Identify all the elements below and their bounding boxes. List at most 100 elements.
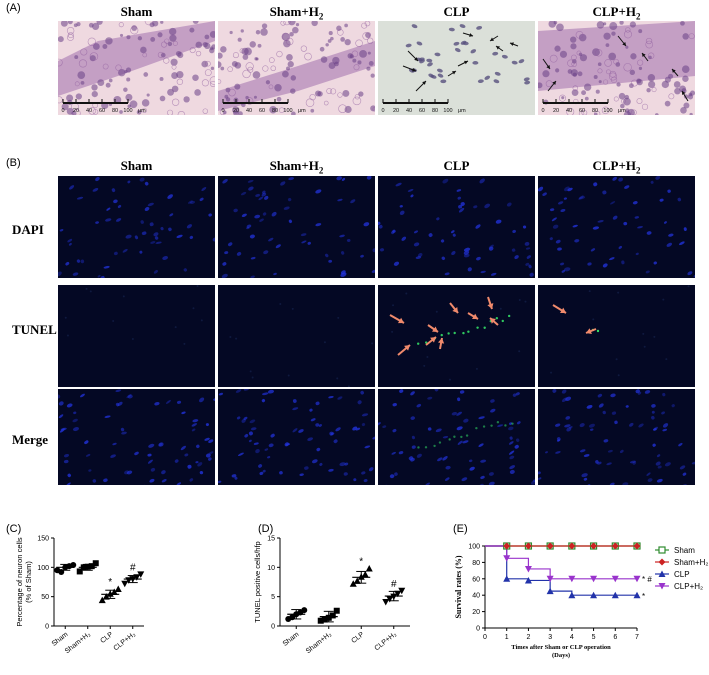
panel-b-title-sham: Sham bbox=[120, 158, 153, 173]
y-tick-label: 150 bbox=[37, 536, 49, 543]
x-axis-label-units: (Days) bbox=[552, 652, 570, 659]
panel-b-label: (B) bbox=[6, 157, 21, 169]
data-point bbox=[568, 575, 576, 583]
y-tick-label: 15 bbox=[267, 536, 275, 543]
data-point bbox=[386, 596, 394, 603]
scalebar-unit: μm bbox=[298, 108, 306, 114]
significance-mark: * bbox=[108, 577, 112, 588]
scalebar-tick-label: 0 bbox=[61, 108, 64, 114]
series-line bbox=[485, 545, 637, 580]
fluor-image-r2-c2 bbox=[218, 285, 375, 387]
y-axis-label: (% of Sham) bbox=[24, 561, 33, 603]
tunel-positive-chart: 0 5 10 15 TUNEL positive cells/hfp Sham Sham+H… bbox=[253, 536, 410, 655]
row-label-dapi: DAPI bbox=[12, 222, 44, 237]
data-point bbox=[590, 575, 598, 583]
scalebar-tick-label: 40 bbox=[86, 108, 92, 114]
data-point bbox=[658, 570, 666, 577]
data-point bbox=[658, 583, 666, 590]
row-label-tunel: TUNEL bbox=[12, 322, 57, 337]
panel-b-title-sham-h2: Sham+H2 bbox=[269, 158, 324, 176]
x-tick-label: 7 bbox=[635, 634, 639, 641]
data-point bbox=[353, 577, 361, 584]
y-tick-label: 60 bbox=[472, 576, 480, 583]
significance-mark: * # bbox=[642, 575, 652, 584]
data-point bbox=[524, 542, 532, 550]
he-image-2: 0 20 40 60 80 100 μm bbox=[218, 21, 375, 115]
y-axis-label: Survival rates (%) bbox=[454, 555, 463, 618]
panel-a-title-clp-h2: CLP+H2 bbox=[592, 4, 641, 22]
data-point bbox=[137, 571, 145, 578]
panel-a-label: (A) bbox=[6, 2, 21, 14]
y-tick-label: 0 bbox=[476, 626, 480, 633]
series-line bbox=[485, 545, 637, 596]
y-tick-label: 100 bbox=[37, 565, 49, 572]
scalebar-tick-label: 40 bbox=[246, 108, 252, 114]
data-point bbox=[546, 587, 554, 595]
he-image-4: 0 20 40 60 80 100 μm bbox=[538, 21, 695, 115]
scalebar-tick-label: 80 bbox=[272, 108, 278, 114]
x-tick-label: 2 bbox=[526, 634, 530, 641]
scalebar-tick-label: 40 bbox=[566, 108, 572, 114]
data-point bbox=[365, 565, 373, 572]
scalebar-tick-label: 20 bbox=[553, 108, 559, 114]
y-tick-label: 80 bbox=[472, 560, 480, 567]
fluor-image-r3-c2 bbox=[218, 389, 375, 485]
neuron-percentage-chart: 0 50 100 150 Percentage of neuron cells (% of… bbox=[15, 536, 145, 655]
x-tick-label: CLP bbox=[350, 631, 365, 645]
scalebar-unit: μm bbox=[138, 108, 146, 114]
data-point bbox=[590, 591, 598, 599]
scalebar-tick-label: 20 bbox=[393, 108, 399, 114]
fluor-image-r2-c3 bbox=[378, 285, 535, 387]
panel-a-title-clp: CLP bbox=[443, 4, 470, 19]
x-tick-label: 3 bbox=[548, 634, 552, 641]
x-tick-label: Sham bbox=[51, 631, 70, 648]
scalebar-tick-label: 0 bbox=[541, 108, 544, 114]
fluor-image-r3-c4 bbox=[538, 389, 695, 485]
x-tick-label: Sham+H₂ bbox=[64, 631, 92, 655]
data-point bbox=[503, 542, 511, 550]
scalebar-tick-label: 80 bbox=[592, 108, 598, 114]
x-tick-label: CLP+H₂ bbox=[374, 631, 399, 652]
y-tick-label: 0 bbox=[271, 624, 275, 631]
data-point bbox=[503, 575, 511, 582]
data-point bbox=[658, 546, 666, 554]
data-point bbox=[349, 580, 357, 587]
data-point bbox=[329, 612, 336, 619]
scalebar-tick-label: 0 bbox=[381, 108, 384, 114]
data-point bbox=[121, 580, 129, 588]
data-point bbox=[92, 560, 99, 567]
fluor-image-r2-c1 bbox=[58, 285, 215, 387]
scalebar-tick-label: 60 bbox=[99, 108, 105, 114]
data-point bbox=[98, 596, 106, 604]
scalebar-unit: μm bbox=[618, 108, 626, 114]
y-tick-label: 50 bbox=[41, 594, 49, 601]
scalebar-tick-label: 40 bbox=[406, 108, 412, 114]
panel-b-title-clp-h2: CLP+H2 bbox=[592, 158, 641, 176]
scalebar-tick-label: 60 bbox=[259, 108, 265, 114]
significance-mark: # bbox=[130, 562, 136, 573]
data-point bbox=[333, 607, 340, 614]
data-point bbox=[317, 617, 324, 624]
fluor-image-r1-c2 bbox=[218, 176, 375, 278]
x-tick-label: 1 bbox=[505, 634, 509, 641]
y-axis-label: TUNEL positive cells/hfp bbox=[253, 541, 262, 622]
x-tick-label: CLP bbox=[99, 631, 114, 645]
data-point bbox=[110, 588, 118, 595]
fluor-image-r1-c4 bbox=[538, 176, 695, 278]
significance-mark: * bbox=[359, 557, 363, 568]
fluor-image-r1-c1 bbox=[58, 176, 215, 278]
data-point bbox=[590, 542, 598, 550]
panel-e-label: (E) bbox=[453, 523, 468, 535]
x-tick-label: 4 bbox=[570, 634, 574, 641]
fluor-image-r1-c3 bbox=[378, 176, 535, 278]
scalebar-tick-label: 20 bbox=[73, 108, 79, 114]
panel-a-title-sham: Sham bbox=[120, 4, 153, 19]
data-point bbox=[503, 555, 511, 562]
data-point bbox=[633, 575, 641, 583]
data-point bbox=[611, 542, 619, 550]
data-point bbox=[301, 607, 308, 614]
panel-d-label: (D) bbox=[258, 523, 274, 535]
panel-b-title-clp: CLP bbox=[443, 158, 470, 173]
data-point bbox=[546, 542, 554, 550]
data-point bbox=[611, 591, 619, 599]
